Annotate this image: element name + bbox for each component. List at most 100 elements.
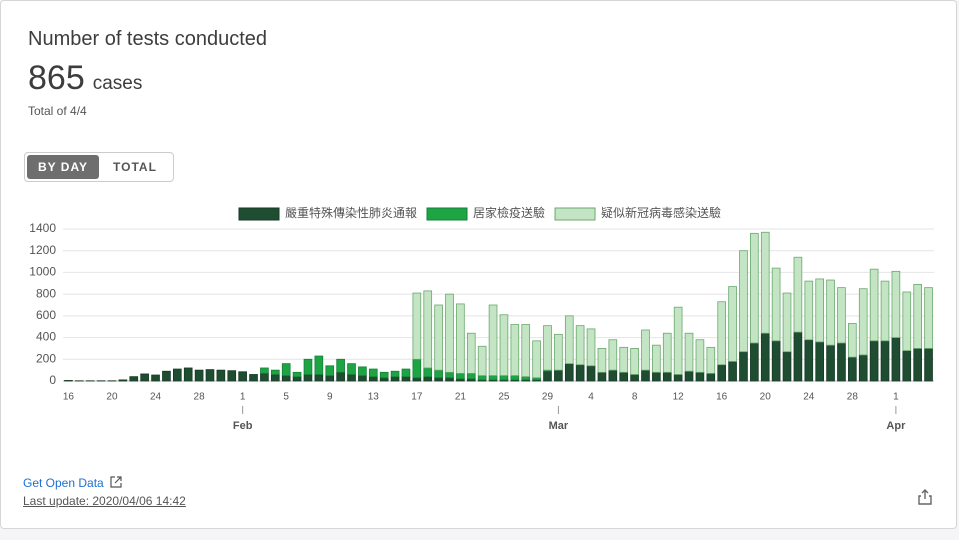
link-text[interactable]: Get Open Data (23, 476, 104, 490)
bar (401, 376, 411, 382)
bar (608, 369, 618, 382)
bar (347, 374, 356, 382)
by-day-button[interactable]: BY DAY (27, 155, 99, 179)
bar (194, 369, 204, 382)
bar (336, 358, 345, 373)
x-tick-label: 24 (150, 392, 162, 403)
y-tick-label: 800 (36, 286, 56, 300)
x-tick-label: 9 (327, 392, 333, 403)
bar (826, 344, 835, 382)
bar (564, 315, 574, 365)
bar (848, 356, 857, 382)
x-tick-label: 17 (411, 392, 423, 403)
y-tick-label: 0 (49, 373, 56, 387)
bar (717, 301, 727, 366)
bar (554, 333, 563, 371)
bar (728, 286, 737, 362)
bar (183, 367, 193, 382)
bar (249, 374, 258, 382)
legend-label: 居家檢疫送驗 (473, 205, 545, 220)
bar (652, 371, 661, 382)
bar (641, 329, 650, 371)
x-tick-label: 20 (760, 392, 772, 403)
total-unit: cases (92, 73, 143, 94)
bar (869, 340, 879, 382)
bar (815, 278, 825, 343)
bar (597, 371, 607, 382)
x-tick-label: 1 (240, 392, 246, 403)
bar (445, 371, 454, 379)
bar (368, 368, 378, 378)
bar (858, 288, 868, 356)
bar (782, 292, 792, 353)
open-data-link[interactable]: Get Open Data (23, 476, 122, 490)
y-tick-label: 400 (36, 330, 56, 344)
bar (532, 340, 541, 379)
month-label: Mar (549, 420, 569, 432)
bar (434, 369, 443, 379)
x-tick-label: 1 (893, 392, 899, 403)
bar (673, 306, 683, 375)
bar (466, 372, 476, 380)
bar (793, 331, 803, 382)
legend-swatch (554, 207, 596, 221)
x-tick-label: 16 (63, 392, 75, 403)
total-value: 865 (28, 59, 85, 97)
bar (575, 325, 585, 366)
x-tick-label: 12 (673, 392, 685, 403)
bar (162, 370, 171, 382)
month-label: Feb (233, 420, 253, 432)
bar (706, 346, 716, 374)
bar (521, 376, 531, 381)
bar (314, 355, 324, 375)
bar (924, 287, 933, 349)
legend-label: 疑似新冠病毒感染送驗 (601, 205, 721, 220)
y-tick-label: 200 (36, 351, 56, 365)
x-tick-label: 13 (368, 392, 380, 403)
bar (891, 337, 901, 382)
bar (303, 374, 313, 382)
x-tick-label: 8 (632, 392, 638, 403)
bar (260, 372, 269, 382)
bar (336, 371, 345, 382)
bar (913, 348, 922, 382)
subtitle: Total of 4/4 (28, 104, 87, 118)
bar (499, 314, 509, 376)
bar (684, 370, 694, 382)
bar (390, 376, 400, 382)
bar (270, 374, 280, 382)
bar (891, 270, 901, 338)
bar (619, 371, 629, 382)
bar (368, 376, 378, 382)
bar (118, 379, 128, 382)
card: Number of tests conducted 865 cases Total… (0, 0, 957, 529)
bar (760, 231, 770, 334)
bar (554, 369, 563, 382)
bar (771, 267, 781, 342)
bar (793, 256, 803, 333)
bar (804, 280, 814, 341)
bar (750, 232, 759, 344)
bar (412, 358, 422, 379)
bar (456, 372, 465, 380)
y-tick-label: 600 (36, 308, 56, 322)
bar (423, 290, 433, 369)
bar (445, 377, 454, 382)
legend-swatch (238, 207, 280, 221)
bar (477, 375, 487, 381)
total-button[interactable]: TOTAL (113, 160, 157, 174)
bar (270, 369, 280, 375)
bar (129, 376, 139, 382)
toggle: BY DAY TOTAL (24, 152, 174, 182)
x-tick-label: 25 (498, 392, 510, 403)
share-icon[interactable] (918, 489, 932, 505)
bar (858, 354, 868, 382)
bar (140, 373, 149, 382)
bar (412, 377, 422, 382)
bar (739, 351, 748, 382)
bar (750, 342, 759, 382)
bar (641, 369, 650, 382)
x-tick-label: 21 (455, 392, 467, 403)
bar (662, 332, 672, 373)
bar (815, 341, 825, 382)
